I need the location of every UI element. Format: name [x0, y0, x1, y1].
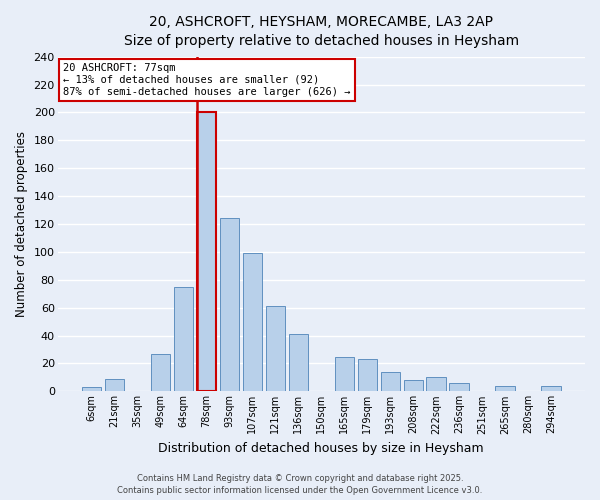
Bar — [173, 287, 193, 392]
X-axis label: Distribution of detached houses by size in Heysham: Distribution of detached houses by size … — [158, 442, 484, 455]
Bar — [197, 112, 216, 392]
Bar — [541, 386, 561, 392]
Title: 20, ASHCROFT, HEYSHAM, MORECAMBE, LA3 2AP
Size of property relative to detached : 20, ASHCROFT, HEYSHAM, MORECAMBE, LA3 2A… — [124, 15, 519, 48]
Bar — [380, 372, 400, 392]
Bar — [449, 383, 469, 392]
Bar — [242, 254, 262, 392]
Text: 20 ASHCROFT: 77sqm
← 13% of detached houses are smaller (92)
87% of semi-detache: 20 ASHCROFT: 77sqm ← 13% of detached hou… — [63, 64, 350, 96]
Bar — [266, 306, 285, 392]
Bar — [289, 334, 308, 392]
Y-axis label: Number of detached properties: Number of detached properties — [15, 131, 28, 317]
Bar — [104, 379, 124, 392]
Bar — [82, 387, 101, 392]
Bar — [404, 380, 423, 392]
Bar — [220, 218, 239, 392]
Text: Contains HM Land Registry data © Crown copyright and database right 2025.
Contai: Contains HM Land Registry data © Crown c… — [118, 474, 482, 495]
Bar — [358, 360, 377, 392]
Bar — [427, 378, 446, 392]
Bar — [335, 356, 354, 392]
Bar — [496, 386, 515, 392]
Bar — [151, 354, 170, 392]
